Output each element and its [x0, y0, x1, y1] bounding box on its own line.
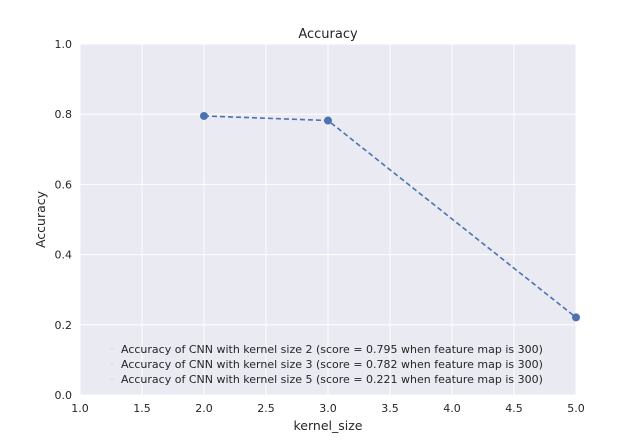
x-tick-label: 1.5 — [133, 402, 151, 415]
data-points — [200, 111, 580, 322]
y-tick-label: 0.6 — [55, 178, 73, 191]
legend: Accuracy of CNN with kernel size 2 (scor… — [110, 343, 543, 386]
y-tick-label: 0.8 — [55, 108, 73, 121]
x-tick-label: 5.0 — [567, 402, 585, 415]
x-tick-label: 4.0 — [443, 402, 461, 415]
x-tick-label: 1.0 — [71, 402, 89, 415]
chart-title: Accuracy — [298, 27, 358, 42]
data-point — [324, 116, 332, 125]
x-tick-label: 2.5 — [257, 402, 275, 415]
x-tick-label: 3.5 — [381, 402, 399, 415]
x-tick-label: 3.0 — [319, 402, 337, 415]
legend-entry: Accuracy of CNN with kernel size 5 (scor… — [121, 373, 543, 386]
data-point — [572, 313, 580, 322]
y-tick-label: 1.0 — [55, 38, 73, 51]
y-tick-label: 0.4 — [55, 249, 73, 262]
x-axis-ticks: 1.0 1.5 2.0 2.5 3.0 3.5 4.0 4.5 5.0 — [71, 402, 585, 415]
y-axis-ticks: 0.0 0.2 0.4 0.6 0.8 1.0 — [55, 38, 73, 402]
x-axis-label: kernel_size — [294, 418, 363, 433]
gridlines — [79, 43, 577, 396]
y-tick-label: 0.2 — [55, 319, 73, 332]
legend-entry: Accuracy of CNN with kernel size 3 (scor… — [121, 358, 543, 371]
y-tick-label: 0.0 — [55, 389, 73, 402]
x-tick-label: 2.0 — [195, 402, 213, 415]
y-axis-label: Accuracy — [33, 190, 48, 248]
legend-entry: Accuracy of CNN with kernel size 2 (scor… — [121, 343, 543, 356]
data-point — [200, 111, 208, 120]
x-tick-label: 4.5 — [505, 402, 523, 415]
